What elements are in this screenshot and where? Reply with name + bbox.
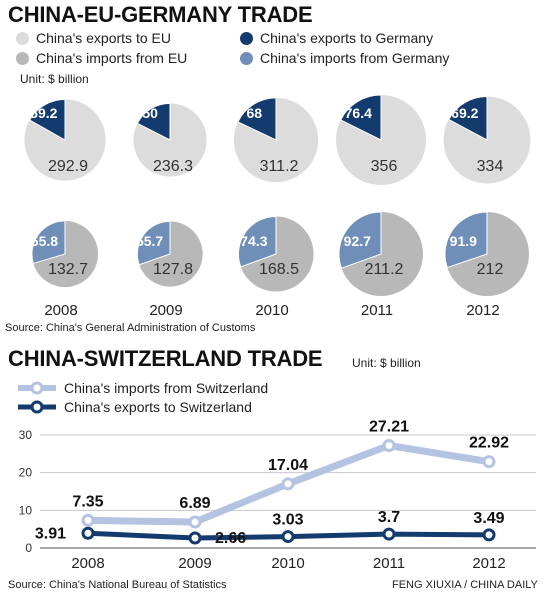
pie-small-slice [28, 98, 66, 141]
legend-label: China's exports to Switzerland [64, 399, 252, 415]
legend-exports-eu: China's exports to EU [16, 30, 171, 46]
imports-point [482, 455, 496, 469]
pie-small-label: 91.9 [450, 233, 477, 249]
legend-line-swatch [18, 400, 56, 414]
pie-big-label: 127.8 [153, 261, 193, 278]
pie-small-slice [448, 96, 488, 141]
imports-point [81, 513, 95, 527]
exports-point [81, 526, 95, 540]
credit: FENG XIUXIA / CHINA DAILY [392, 579, 538, 591]
pie-small-slice [340, 94, 382, 141]
exports-point [188, 531, 202, 545]
x-tick-label: 2010 [271, 555, 304, 572]
exports-data-label: 2.66 [215, 530, 246, 547]
legend-imports-eu: China's imports from EU [16, 50, 187, 66]
top-source: Source: China's General Administration o… [5, 322, 256, 334]
legend-label: China's exports to EU [36, 30, 171, 46]
imports-point [281, 477, 295, 491]
imports-data-label: 27.21 [369, 420, 409, 436]
pie-small-slice [237, 97, 277, 141]
imports-data-label: 17.04 [268, 457, 308, 474]
pie-year-label: 2011 [361, 302, 393, 319]
pie-big-label: 132.7 [48, 261, 88, 278]
legend-label: China's imports from EU [36, 50, 188, 66]
pie-small-label: 69.2 [451, 105, 478, 121]
pie-small-slice [338, 211, 382, 269]
exports-point [281, 530, 295, 544]
imports-data-label: 6.89 [179, 495, 210, 512]
pie-big-label: 236.3 [153, 158, 193, 175]
bottom-title: CHINA-SWITZERLAND TRADE [8, 346, 323, 371]
pie-big-label: 211.2 [365, 261, 404, 278]
x-tick-label: 2012 [472, 555, 505, 572]
imports-data-label: 22.92 [469, 435, 509, 452]
pie-small-label: 92.7 [344, 233, 371, 249]
y-tick-label: 0 [25, 541, 32, 555]
legend-label: China's imports from Switzerland [64, 380, 269, 396]
exports-point [382, 527, 396, 541]
legend-swatch [16, 31, 29, 45]
top-title: CHINA-EU-GERMANY TRADE [8, 2, 313, 27]
legend-swatch [240, 31, 253, 45]
pie-small-label: 55.8 [31, 233, 58, 249]
top-unit: Unit: $ billion [20, 72, 89, 86]
bottom-unit: Unit: $ billion [352, 356, 421, 370]
bottom-source: Source: China's National Bureau of Stati… [8, 579, 227, 591]
pie-year-label: 2010 [255, 302, 288, 319]
exports-data-label: 3.91 [35, 525, 66, 542]
pie-big-label: 212 [477, 261, 504, 278]
pie-small-label: 76.4 [345, 105, 372, 121]
pie-year-label: 2008 [44, 302, 77, 319]
x-tick-label: 2011 [373, 555, 405, 572]
pie-small-slice [136, 220, 171, 266]
pie-year-label: 2009 [149, 302, 182, 319]
imports-point [188, 515, 202, 529]
pie-small-label: 59.2 [30, 105, 57, 121]
y-tick-label: 20 [19, 466, 33, 480]
pie-year-label: 2012 [466, 302, 499, 319]
pie-small-label: 68 [246, 105, 262, 121]
imports-point [382, 439, 396, 453]
x-tick-label: 2009 [178, 555, 211, 572]
legend-swatch [240, 51, 253, 65]
imports-data-label: 7.35 [72, 493, 103, 510]
y-tick-label: 30 [19, 428, 33, 442]
legend-line-swatch [18, 381, 56, 395]
pie-small-label: 55.7 [136, 233, 163, 249]
y-tick-label: 10 [19, 503, 33, 517]
legend-imports-germany: China's imports from Germany [240, 50, 449, 66]
pie-small-label: 50 [142, 105, 158, 121]
legend-imports-switzerland: China's imports from Switzerland [18, 380, 268, 396]
legend-swatch [16, 51, 29, 65]
pie-small-slice [237, 215, 277, 268]
exports-data-label: 3.49 [473, 510, 504, 527]
pie-big-label: 292.9 [48, 158, 88, 175]
legend-label: China's imports from Germany [260, 50, 450, 66]
pie-big-label: 356 [371, 158, 398, 175]
pie-big-label: 311.2 [260, 158, 299, 175]
pie-small-slice [444, 211, 488, 269]
exports-data-label: 3.03 [272, 512, 303, 529]
legend-label: China's exports to Germany [260, 30, 434, 46]
exports-point [482, 528, 496, 542]
exports-data-label: 3.7 [378, 509, 400, 526]
pie-charts: 59.2 292.9 50 236.3 68 311.2 76.4 356 69.2 334 55.… [24, 94, 531, 319]
pie-small-label: 74.3 [240, 233, 267, 249]
pie-small-slice [31, 220, 66, 265]
legend-exports-switzerland: China's exports to Switzerland [18, 399, 252, 415]
legend-exports-germany: China's exports to Germany [240, 30, 433, 46]
x-tick-label: 2008 [71, 555, 104, 572]
pie-small-slice [136, 102, 171, 141]
pie-big-label: 334 [477, 158, 504, 175]
pie-big-label: 168.5 [259, 261, 299, 278]
